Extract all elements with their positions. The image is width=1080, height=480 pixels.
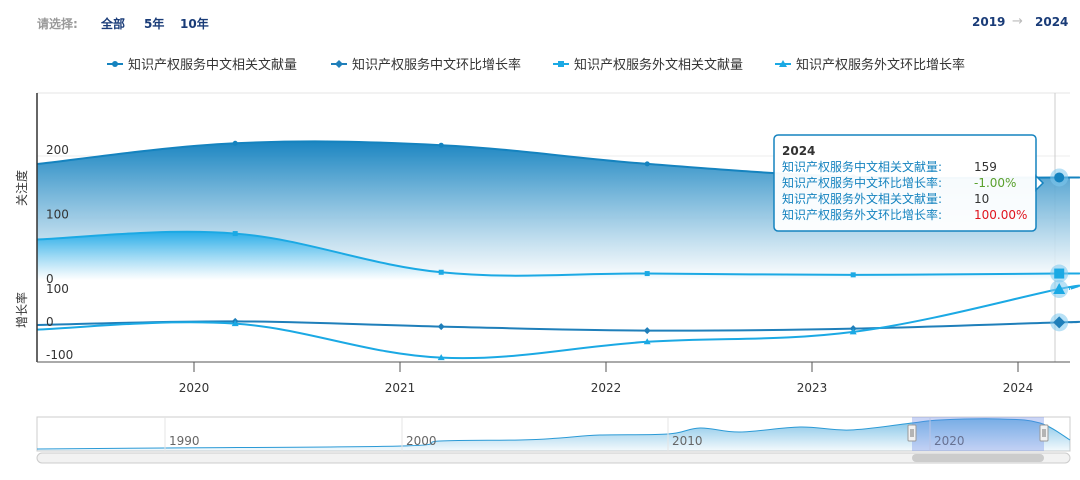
range-5y-button[interactable]: 5年 [144, 17, 165, 31]
x-tick-label: 2022 [591, 381, 622, 395]
navigator-handle[interactable] [1039, 424, 1049, 442]
top-y-tick-label: 100 [46, 208, 69, 222]
navigator-scrollbar-track[interactable] [36, 452, 1071, 464]
series-3-point-hover [1054, 268, 1065, 279]
navigator-year-label: 2000 [406, 434, 437, 448]
series-2-point [643, 327, 651, 335]
bottom-y-axis-label: 增长率 [14, 292, 29, 328]
top-y-axis-label: 关注度 [14, 170, 29, 206]
series-3-point [644, 271, 650, 277]
legend-item-label: 知识产权服务中文相关文献量 [128, 57, 297, 73]
legend-marker-icon [112, 61, 118, 67]
series-4-point-hover [1053, 283, 1066, 294]
x-tick-label: 2020 [179, 381, 210, 395]
series-3-point [438, 269, 444, 275]
bottom-y-tick-label: 0 [46, 315, 54, 329]
series-line-4 [36, 284, 1080, 360]
x-tick-label: 2024 [1003, 381, 1034, 395]
tooltip-row-label: 知识产权服务外文相关文献量: [782, 191, 942, 206]
tooltip-row-label: 知识产权服务中文相关文献量: [782, 159, 942, 174]
series-4-point [643, 338, 651, 345]
navigator-area [37, 418, 1070, 451]
range-selector-bar: 请选择: 全部 5年 10年 2019 → 2024 [0, 0, 1080, 44]
range-all-button[interactable]: 全部 [101, 17, 126, 31]
top-y-tick-label: 0 [46, 272, 54, 286]
legend-item-label: 知识产权服务外文环比增长率 [796, 57, 965, 73]
navigator-scrollbar-thumb[interactable] [912, 454, 1044, 462]
series-3-point [232, 231, 238, 237]
series-1-point [232, 140, 238, 146]
series-markers [231, 140, 1069, 361]
legend-marker-icon [558, 61, 564, 67]
legend-item-label: 知识产权服务中文环比增长率 [352, 57, 521, 73]
navigator-year-label: 2010 [672, 434, 703, 448]
navigator-line [36, 418, 1071, 450]
tooltip-title: 2024 [782, 144, 815, 158]
legend-marker-icon [779, 60, 787, 67]
series-1-point-hover [1054, 172, 1065, 183]
series-4-point [231, 320, 239, 327]
x-tick-label: 2023 [797, 381, 828, 395]
series-4-point [437, 354, 445, 361]
navigator-year-label: 2020 [934, 434, 965, 448]
tooltip-row-value: 100.00% [974, 208, 1027, 222]
bottom-y-tick-label: 100 [46, 282, 69, 296]
series-2-point [437, 323, 445, 331]
series-2-point-hover [1053, 316, 1066, 329]
series-1-point [644, 161, 650, 167]
tooltip-row-label: 知识产权服务外文环比增长率: [782, 207, 942, 222]
navigator-selection[interactable] [912, 417, 1044, 451]
top-y-tick-label: 200 [46, 143, 69, 157]
bottom-y-tick-label: -100 [46, 348, 73, 362]
range-10y-button[interactable]: 10年 [180, 17, 209, 31]
tooltip-row-value: 159 [974, 160, 997, 174]
period-end: 2024 [1035, 15, 1069, 29]
tooltip-row-value: 10 [974, 192, 989, 206]
tooltip-row-value: -1.00% [974, 176, 1016, 190]
chart-navigator[interactable]: 1990 2000 2010 2020 [36, 416, 1071, 464]
tooltip-pointer [1035, 174, 1045, 192]
chart-legend: 知识产权服务中文相关文献量 知识产权服务中文环比增长率 知识产权服务外文相关文献量 知… [107, 57, 965, 73]
series-3-point [850, 272, 856, 278]
series-4-point [849, 328, 857, 335]
period-start: 2019 [972, 15, 1006, 29]
period-arrow-icon: → [1012, 14, 1023, 29]
navigator-handle[interactable] [907, 424, 917, 442]
tooltip-row-label: 知识产权服务中文环比增长率: [782, 175, 942, 190]
range-selector-label: 请选择: [37, 17, 78, 31]
legend-marker-icon [335, 60, 343, 68]
series-1-point [438, 142, 444, 148]
legend-item-label: 知识产权服务外文相关文献量 [574, 57, 743, 73]
x-tick-label: 2021 [385, 381, 416, 395]
navigator-year-label: 1990 [169, 434, 200, 448]
